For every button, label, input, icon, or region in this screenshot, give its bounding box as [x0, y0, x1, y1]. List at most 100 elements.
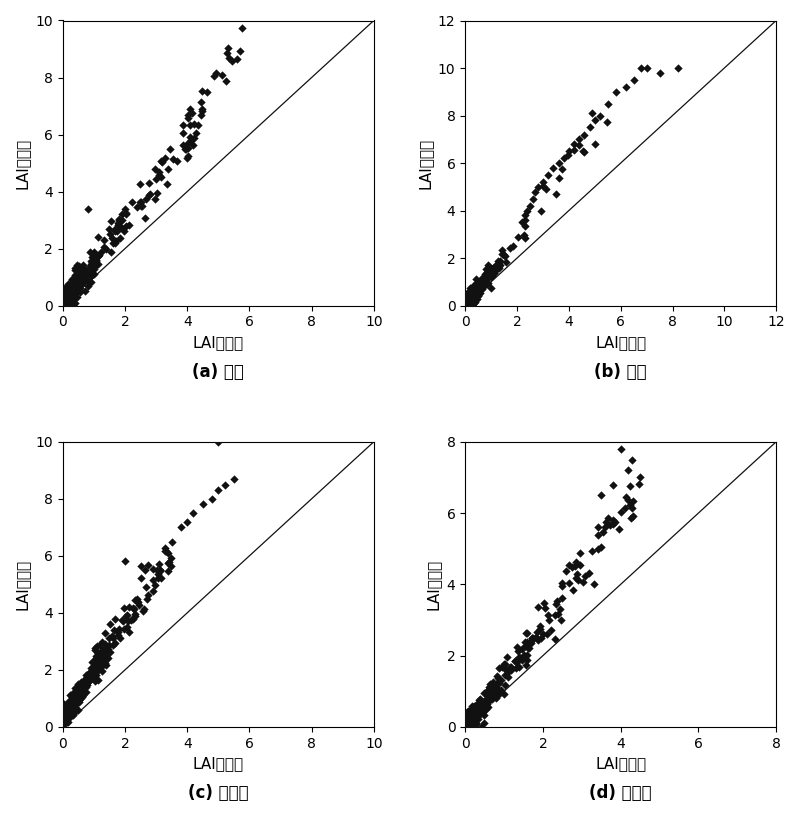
Point: [520, 636, 533, 649]
Point: [87, 246, 100, 259]
Point: [520, 626, 533, 639]
Point: [92, 257, 105, 270]
Point: [151, 564, 164, 577]
Point: [162, 546, 174, 559]
Point: [118, 623, 130, 636]
Point: [519, 214, 532, 227]
Point: [82, 676, 94, 689]
Point: [463, 297, 476, 310]
Point: [70, 259, 83, 272]
Point: [58, 712, 71, 725]
Point: [164, 560, 177, 573]
Point: [474, 707, 487, 720]
Point: [473, 277, 486, 290]
Point: [57, 716, 70, 729]
Point: [465, 288, 478, 301]
Point: [87, 268, 100, 281]
Point: [598, 520, 611, 534]
Point: [468, 292, 481, 305]
Point: [58, 716, 70, 729]
Point: [153, 557, 166, 570]
Point: [75, 686, 88, 699]
Point: [158, 545, 171, 558]
Point: [550, 187, 562, 200]
Point: [609, 85, 622, 98]
Point: [91, 658, 104, 671]
Point: [67, 696, 80, 709]
Point: [555, 592, 568, 605]
Point: [68, 685, 81, 699]
Point: [62, 289, 74, 302]
Point: [496, 243, 509, 257]
Point: [65, 703, 78, 717]
Point: [586, 106, 598, 119]
Point: [607, 513, 620, 526]
Point: [90, 255, 103, 268]
Point: [181, 152, 194, 165]
Point: [476, 280, 489, 293]
Point: [84, 254, 97, 267]
Point: [529, 185, 542, 198]
Point: [589, 114, 602, 127]
Point: [477, 698, 490, 711]
Point: [70, 690, 83, 703]
Point: [60, 290, 73, 303]
Point: [63, 703, 76, 716]
Point: [511, 230, 524, 243]
Point: [63, 290, 76, 303]
Point: [465, 290, 478, 303]
Point: [474, 279, 486, 292]
Point: [487, 688, 500, 701]
Point: [470, 704, 483, 717]
Point: [58, 703, 70, 716]
Point: [77, 270, 90, 283]
Point: [64, 285, 77, 298]
Point: [62, 702, 74, 715]
Point: [459, 715, 472, 728]
Point: [68, 286, 81, 299]
Point: [86, 672, 99, 685]
Point: [123, 219, 136, 232]
Point: [151, 568, 164, 581]
Point: [96, 644, 109, 657]
Point: [130, 201, 143, 214]
Point: [76, 680, 89, 693]
Point: [112, 218, 125, 231]
Point: [487, 681, 500, 694]
Point: [70, 269, 82, 282]
Point: [472, 288, 485, 301]
Point: [468, 297, 481, 310]
Y-axis label: LAI真实值: LAI真实值: [15, 559, 30, 609]
Point: [518, 220, 531, 233]
Point: [58, 299, 70, 312]
Point: [475, 275, 488, 288]
Point: [62, 299, 75, 312]
Point: [468, 292, 481, 306]
Point: [69, 264, 82, 277]
Point: [562, 145, 575, 158]
Point: [516, 216, 529, 229]
Point: [521, 649, 534, 662]
Point: [65, 290, 78, 303]
Point: [465, 293, 478, 306]
Point: [58, 283, 70, 296]
Point: [465, 285, 478, 298]
Point: [488, 262, 501, 275]
Point: [470, 285, 483, 298]
Point: [619, 502, 632, 515]
Point: [61, 299, 74, 312]
Point: [142, 588, 154, 601]
Point: [62, 278, 74, 291]
Point: [556, 576, 569, 589]
Point: [574, 547, 586, 560]
Point: [126, 613, 139, 626]
Point: [474, 279, 486, 292]
Point: [499, 255, 512, 268]
Point: [530, 631, 543, 644]
Point: [62, 701, 75, 714]
Point: [66, 283, 78, 297]
Point: [64, 283, 77, 297]
Point: [220, 75, 233, 88]
Point: [462, 290, 474, 303]
Point: [466, 285, 478, 298]
